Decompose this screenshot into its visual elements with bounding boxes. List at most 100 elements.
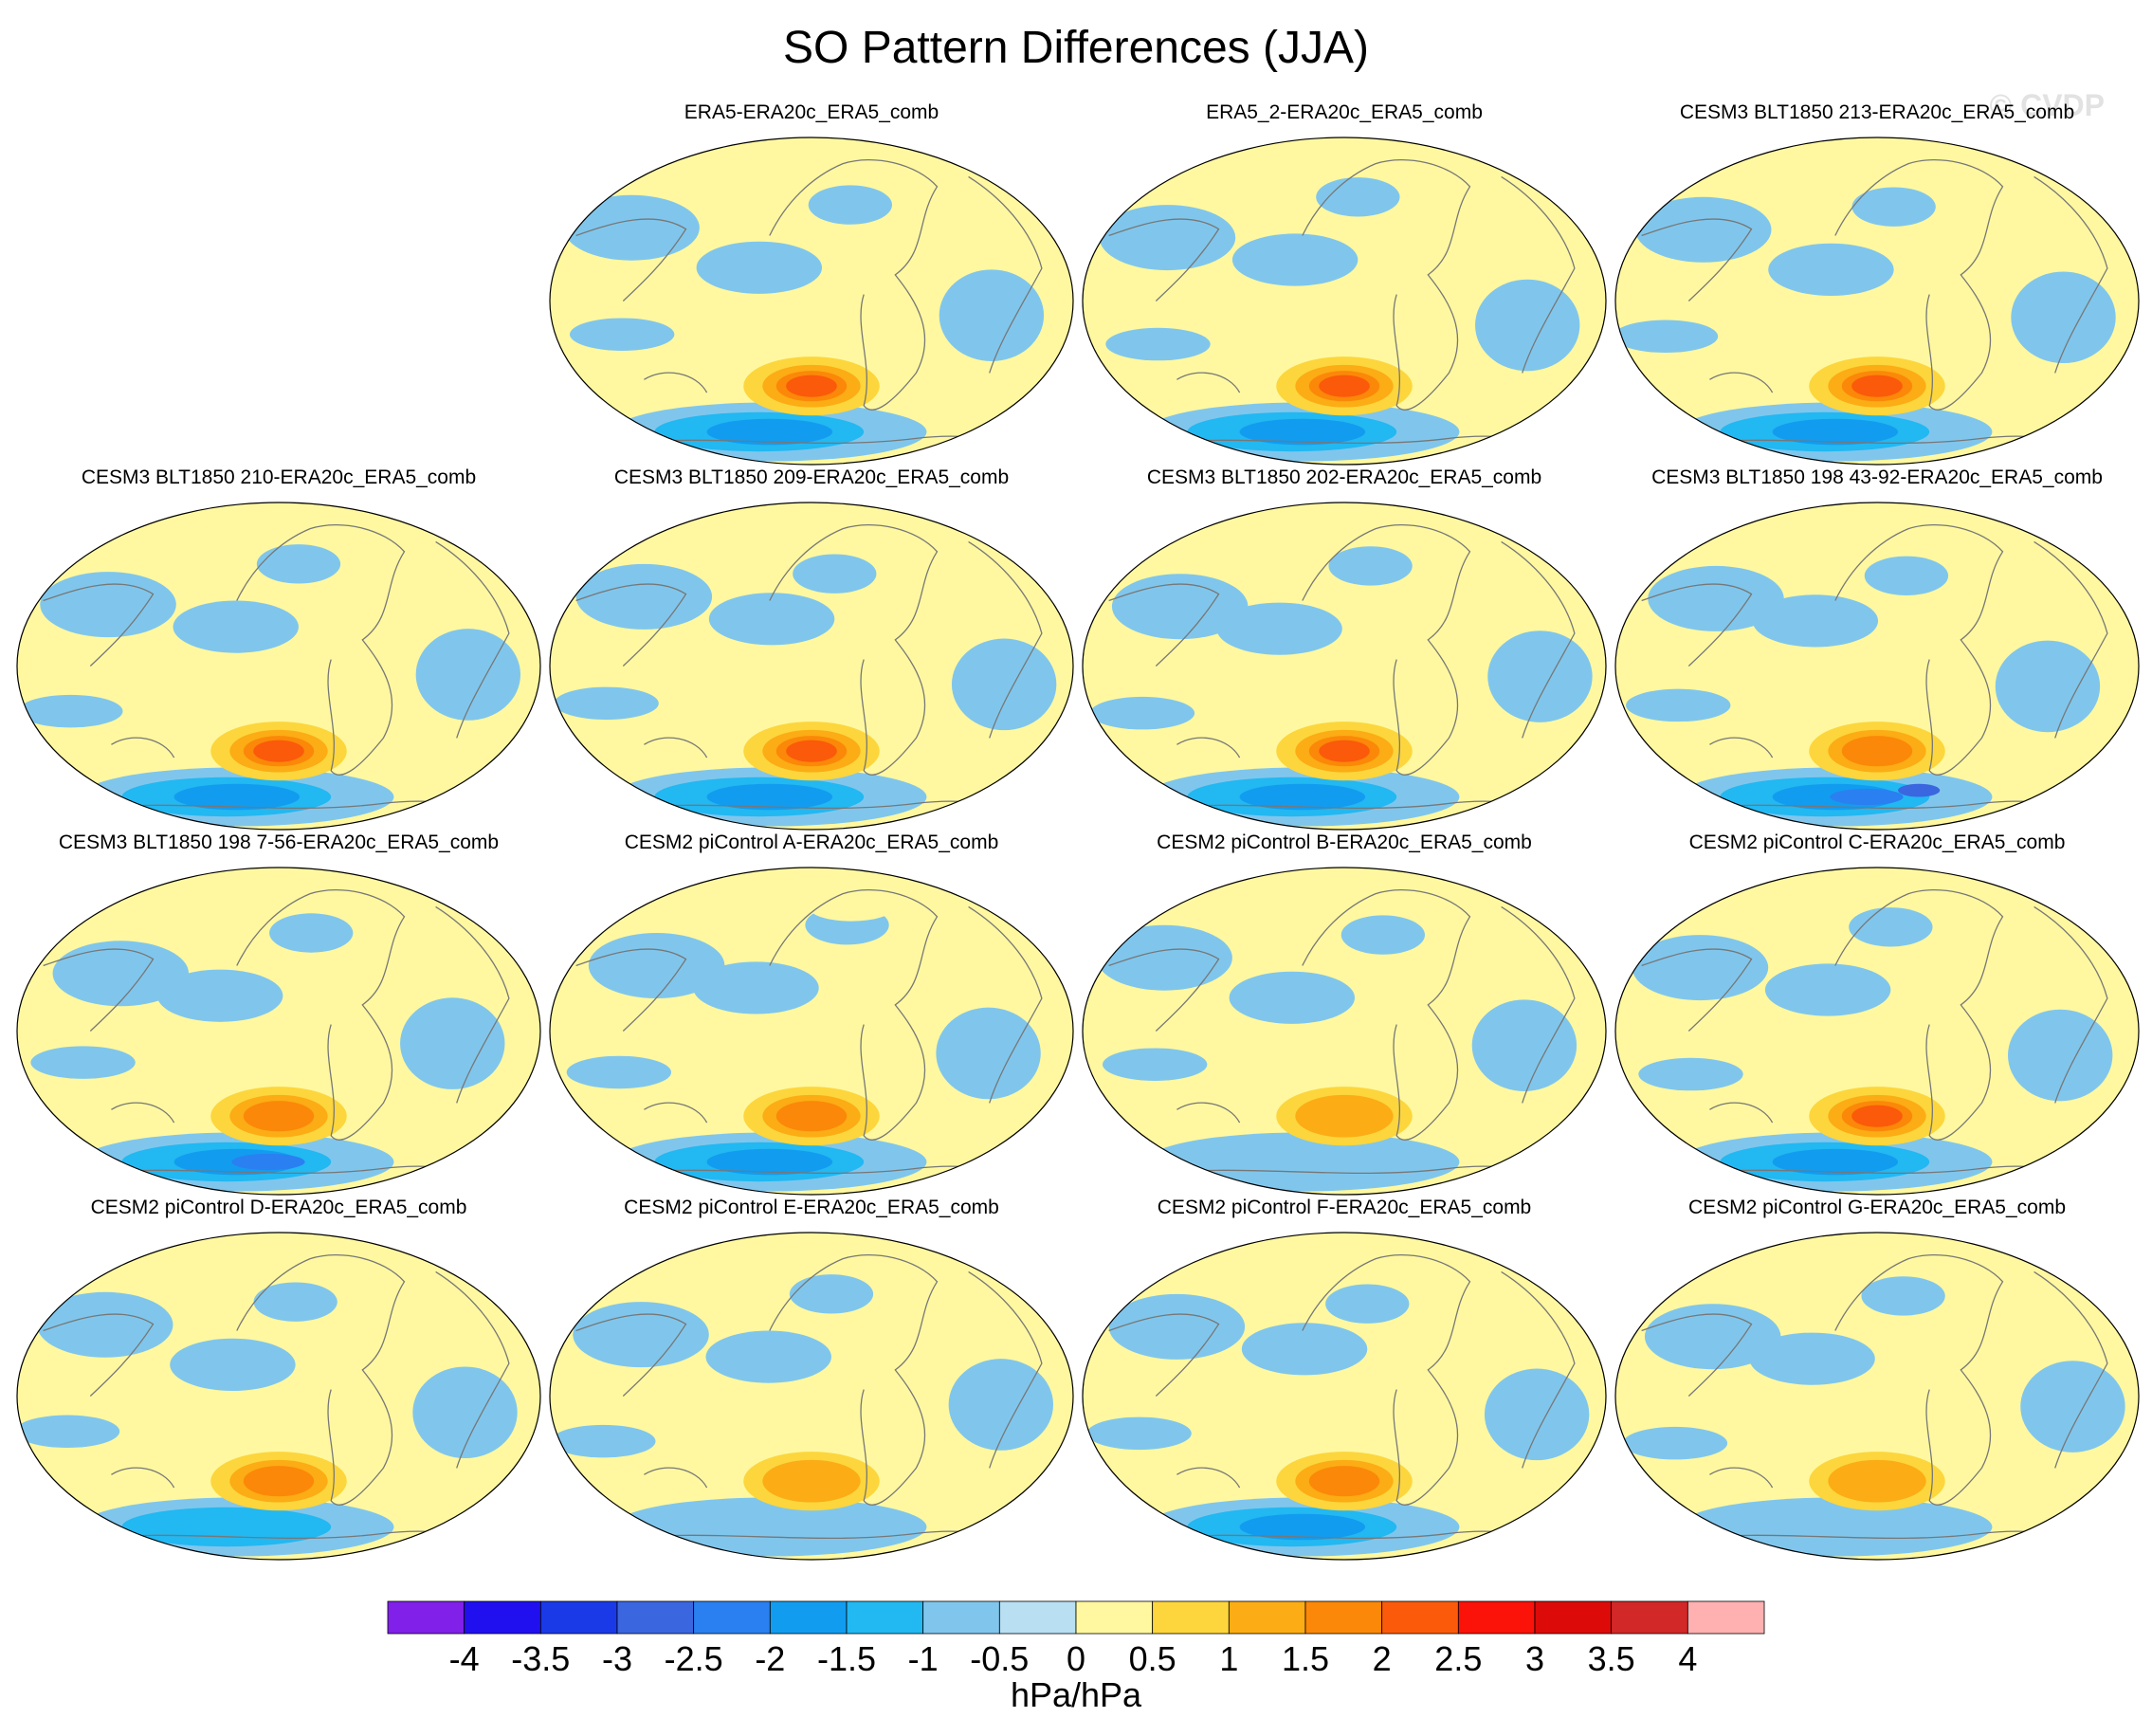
field-contour	[355, 598, 408, 631]
colorbar-tick-label: -3	[602, 1639, 632, 1678]
map-outline	[1614, 137, 2140, 466]
colorbar-tick-label: 0	[1067, 1639, 1085, 1678]
field-contour	[936, 1007, 1041, 1100]
coastline	[111, 1102, 175, 1124]
map-panel: CESM2 piControl E-ERA20c_ERA5_comb	[549, 1197, 1074, 1561]
colorbar-box	[1457, 1600, 1536, 1635]
field-contour	[1484, 1368, 1590, 1461]
field-contour	[253, 1282, 337, 1322]
field-contour	[1204, 1442, 1288, 1470]
coastline	[968, 905, 1043, 1104]
map-outline	[1082, 137, 1607, 466]
colorbar-tick-label: -1.5	[817, 1639, 876, 1678]
colorbar-tick-label: 0.5	[1129, 1639, 1176, 1678]
field-contour	[1622, 1426, 1728, 1460]
field-contour	[1207, 722, 1291, 749]
field-contour	[566, 1055, 672, 1089]
map-field	[1083, 1233, 1606, 1560]
coastline	[1108, 218, 1220, 302]
field-contour	[1896, 527, 1981, 555]
map-panel: CESM2 piControl D-ERA20c_ERA5_comb	[16, 1197, 541, 1561]
coastline	[1176, 1102, 1241, 1124]
colorbar-tick-label: -2	[755, 1639, 785, 1678]
coastline	[575, 948, 687, 1032]
so-center-contour	[1308, 1466, 1380, 1497]
field-contour	[36, 1291, 173, 1358]
coastline	[1641, 583, 1753, 667]
field-contour	[825, 525, 909, 553]
coastline	[1834, 523, 2004, 776]
map-panel: CESM3 BLT1850 210-ERA20c_ERA5_comb	[16, 466, 541, 831]
map-field	[550, 503, 1073, 830]
map-outline	[16, 502, 541, 831]
panel-title: CESM3 BLT1850 209-ERA20c_ERA5_comb	[614, 466, 1009, 488]
field-contour	[1471, 999, 1578, 1091]
antarctic-contour	[1678, 1497, 1993, 1557]
map-panel: CESM3 BLT1850 202-ERA20c_ERA5_comb	[1082, 466, 1607, 831]
field-contour	[1229, 971, 1356, 1024]
panel-title: ERA5-ERA20c_ERA5_comb	[684, 101, 939, 123]
colorbar: -4 -3.5 -3 -2.5 -2 -1.5 -1 -0.5 0 0.5 1 1.5 2 2.5 3 3.5…	[387, 1600, 1765, 1714]
field-contour	[1360, 518, 1445, 545]
antarctic-contour	[612, 1497, 927, 1557]
coastline	[644, 737, 708, 758]
field-contour	[696, 241, 823, 294]
field-contour	[1442, 231, 1495, 265]
field-contour	[1108, 1293, 1246, 1360]
coastline	[1709, 1467, 1774, 1489]
so-center-contour	[1841, 736, 1913, 767]
colorbar-tick-label: 1	[1219, 1639, 1238, 1678]
field-contour	[415, 629, 521, 721]
field-contour	[412, 1366, 518, 1459]
field-contour	[1893, 1248, 1978, 1275]
panel-title: CESM2 piControl B-ERA20c_ERA5_comb	[1157, 831, 1532, 853]
so-center-contour	[1319, 740, 1370, 762]
field-contour	[1358, 1255, 1442, 1283]
field-contour	[551, 1424, 656, 1458]
so-center-contour	[1828, 1459, 1926, 1503]
colorbar-box	[464, 1600, 541, 1635]
so-center-contour	[243, 1466, 315, 1497]
colorbar-box	[693, 1600, 771, 1635]
field-contour	[1768, 243, 1894, 296]
coastline	[575, 583, 687, 667]
colorbar-tick-label: 1.5	[1282, 1639, 1329, 1678]
map-field	[17, 868, 540, 1195]
coastline	[1176, 1467, 1241, 1489]
coastline	[236, 523, 406, 776]
map-panel: ERA5-ERA20c_ERA5_comb	[549, 101, 1074, 466]
field-contour	[812, 156, 897, 184]
map-outline	[549, 867, 1074, 1196]
antarctic-contour	[121, 1507, 332, 1547]
coastline	[968, 1270, 1043, 1469]
antarctic-contour	[706, 1148, 833, 1176]
field-contour	[1340, 915, 1426, 955]
field-contour	[1727, 1083, 1812, 1110]
field-contour	[132, 1440, 216, 1468]
field-contour	[367, 967, 421, 1001]
so-center-contour	[253, 740, 304, 762]
map-panel: ERA5_2-ERA20c_ERA5_comb	[1082, 101, 1607, 466]
colorbar-tick-label: -4	[449, 1639, 480, 1678]
field-contour	[1742, 714, 1828, 741]
panel-title: ERA5_2-ERA20c_ERA5_comb	[1206, 101, 1483, 123]
field-contour	[400, 997, 505, 1089]
field-contour	[1423, 1338, 1477, 1372]
coastline	[1501, 540, 1576, 739]
field-contour	[1730, 345, 1815, 373]
field-contour	[951, 638, 1057, 731]
map-field	[1083, 503, 1606, 830]
coastline	[769, 888, 939, 1141]
field-contour	[1851, 187, 1936, 227]
coastline	[435, 540, 510, 739]
map-outline	[549, 1232, 1074, 1561]
field-contour	[1975, 961, 2028, 995]
map-field	[1615, 868, 2139, 1195]
coastline	[769, 158, 939, 411]
coastline	[1176, 737, 1241, 758]
panel-title: CESM2 piControl F-ERA20c_ERA5_comb	[1158, 1197, 1532, 1218]
antarctic-contour	[1239, 418, 1366, 446]
antarctic-contour	[1772, 1148, 1899, 1176]
field-contour	[2020, 1361, 2125, 1453]
colorbar-box	[998, 1600, 1077, 1635]
